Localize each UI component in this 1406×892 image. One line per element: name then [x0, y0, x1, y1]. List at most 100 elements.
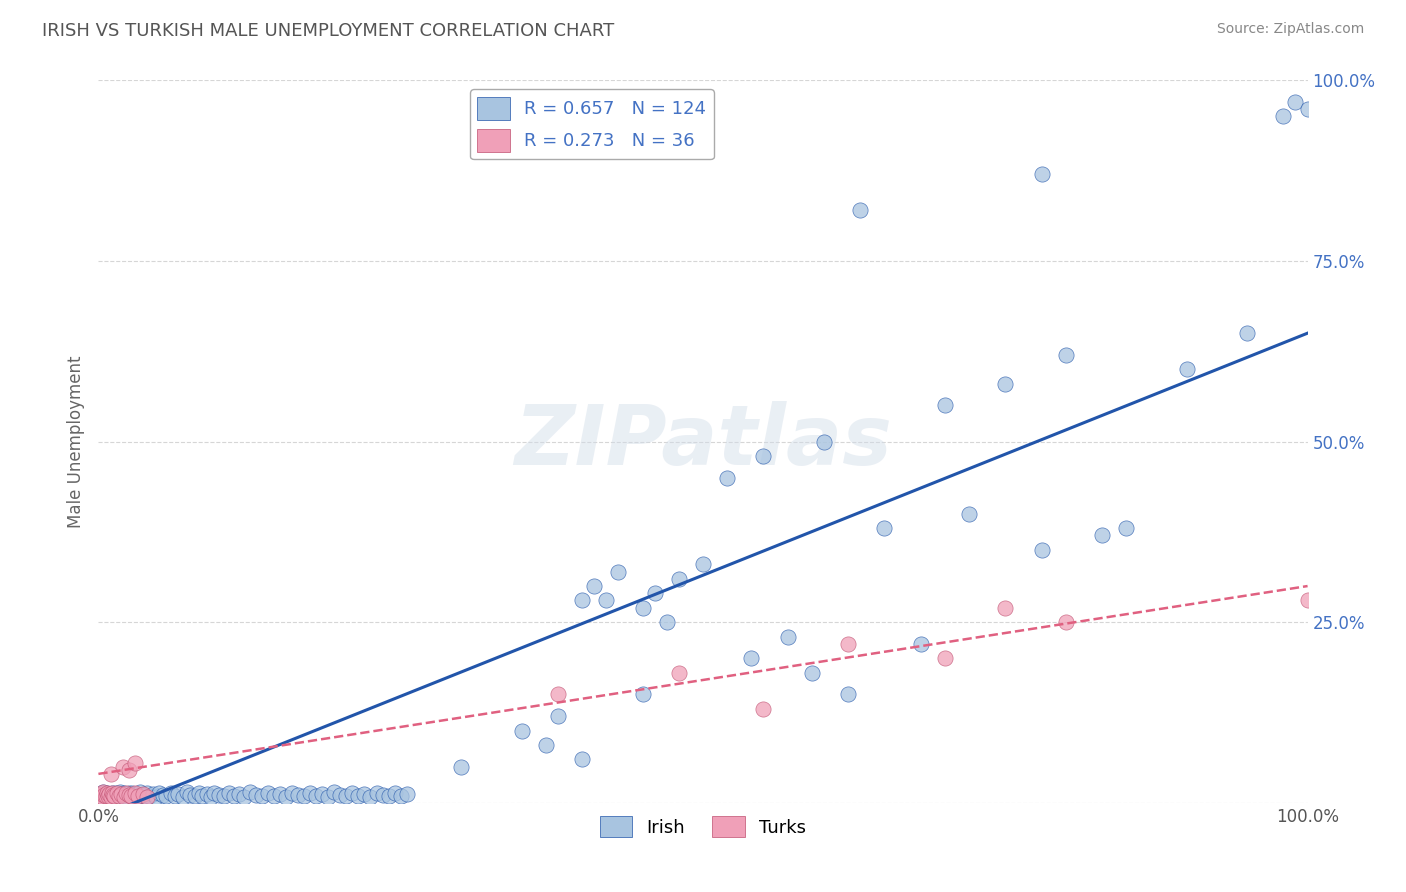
Point [250, 789, 273, 804]
Point [118, 788, 141, 802]
Point [101, 788, 124, 802]
Point [94, 789, 117, 804]
Y-axis label: Male Unemployment: Male Unemployment [66, 355, 84, 528]
Point [108, 789, 131, 803]
Point [837, 637, 859, 651]
Point [191, 789, 214, 803]
Point [655, 615, 678, 630]
Point [534, 738, 557, 752]
Point [103, 789, 125, 804]
Point [837, 687, 859, 701]
Point [232, 790, 254, 805]
Point [97, 789, 120, 803]
Point [96, 786, 118, 800]
Point [179, 788, 201, 802]
Point [200, 790, 222, 805]
Point [152, 788, 174, 802]
Point [94, 789, 117, 804]
Point [281, 786, 304, 800]
Point [96, 786, 118, 800]
Point [208, 788, 231, 802]
Point [100, 790, 122, 805]
Point [239, 785, 262, 799]
Point [218, 786, 240, 800]
Point [128, 785, 150, 799]
Point [112, 790, 135, 805]
Point [292, 789, 315, 804]
Point [117, 790, 139, 805]
Point [127, 790, 149, 805]
Point [994, 600, 1017, 615]
Point [100, 767, 122, 781]
Point [571, 593, 593, 607]
Point [269, 787, 291, 801]
Point [110, 787, 132, 801]
Point [450, 760, 472, 774]
Point [371, 788, 394, 802]
Point [121, 786, 143, 800]
Point [1175, 362, 1198, 376]
Point [366, 786, 388, 800]
Point [108, 785, 131, 799]
Point [108, 790, 131, 805]
Point [323, 785, 346, 799]
Point [752, 702, 775, 716]
Point [849, 203, 872, 218]
Point [163, 789, 186, 803]
Point [389, 789, 412, 803]
Point [752, 449, 775, 463]
Point [583, 579, 606, 593]
Point [316, 790, 339, 805]
Point [692, 558, 714, 572]
Point [1284, 95, 1306, 109]
Point [547, 709, 569, 723]
Point [245, 788, 267, 802]
Point [776, 630, 799, 644]
Point [395, 787, 418, 801]
Point [131, 788, 153, 802]
Point [91, 790, 114, 805]
Point [212, 789, 235, 804]
Point [305, 789, 328, 803]
Point [335, 789, 357, 804]
Point [228, 787, 250, 801]
Point [118, 788, 141, 802]
Text: ZIPatlas: ZIPatlas [515, 401, 891, 482]
Point [160, 786, 183, 800]
Point [145, 790, 167, 805]
Point [118, 786, 141, 800]
Point [934, 398, 956, 412]
Point [299, 786, 322, 800]
Point [607, 565, 630, 579]
Point [101, 788, 124, 802]
Point [115, 786, 138, 800]
Point [668, 572, 690, 586]
Point [631, 687, 654, 701]
Point [124, 787, 146, 801]
Point [329, 788, 352, 802]
Point [167, 787, 190, 801]
Point [98, 787, 121, 801]
Point [800, 665, 823, 680]
Point [90, 787, 112, 801]
Point [118, 764, 141, 778]
Point [134, 789, 156, 804]
Point [256, 786, 278, 800]
Point [263, 789, 285, 803]
Point [510, 723, 533, 738]
Point [120, 789, 142, 804]
Point [105, 789, 128, 803]
Point [311, 787, 333, 801]
Point [155, 789, 177, 804]
Point [124, 786, 146, 800]
Point [112, 786, 135, 800]
Text: IRISH VS TURKISH MALE UNEMPLOYMENT CORRELATION CHART: IRISH VS TURKISH MALE UNEMPLOYMENT CORRE… [42, 22, 614, 40]
Point [138, 789, 160, 803]
Point [176, 785, 198, 799]
Point [1272, 110, 1295, 124]
Point [90, 787, 112, 801]
Point [644, 586, 666, 600]
Point [195, 787, 218, 801]
Point [111, 760, 134, 774]
Point [1115, 521, 1137, 535]
